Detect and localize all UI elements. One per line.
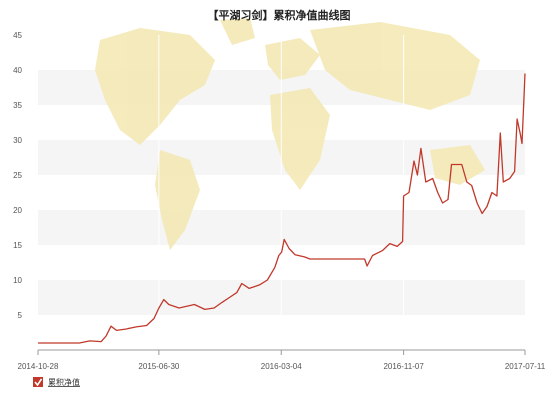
map-greenland (220, 18, 255, 45)
map-africa (270, 88, 330, 190)
x-tick-label: 2016-03-04 (261, 362, 302, 371)
x-tick-label: 2016-11-07 (383, 362, 424, 371)
grid-lines (158, 35, 405, 350)
series-line-cumulative-nav (38, 73, 526, 344)
legend-checkbox[interactable] (33, 377, 43, 387)
check-icon (34, 378, 43, 387)
y-tick-label: 5 (18, 311, 23, 320)
legend-label[interactable]: 累积净值 (48, 377, 80, 387)
map-north-america (95, 28, 215, 145)
map-south-america (155, 150, 200, 250)
y-tick-label: 15 (13, 241, 22, 250)
chart-title: 【平湖习剑】累积净值曲线图 (208, 8, 351, 22)
y-tick-label: 25 (13, 171, 22, 180)
y-tick-label: 45 (13, 31, 22, 40)
x-tick-label: 2017-07-11 (505, 362, 546, 371)
y-axis-ticks: 5 10 15 20 25 30 35 40 45 (13, 31, 22, 320)
x-tick-label: 2015-06-30 (138, 362, 179, 371)
y-tick-label: 30 (13, 136, 22, 145)
x-axis-ticks: 2014-10-28 2015-06-30 2016-03-04 2016-11-07… (18, 350, 546, 371)
y-tick-label: 35 (13, 101, 22, 110)
x-tick-label: 2014-10-28 (18, 362, 59, 371)
y-tick-label: 10 (13, 276, 22, 285)
map-europe (265, 38, 320, 80)
map-asia (310, 22, 480, 110)
y-tick-label: 20 (13, 206, 22, 215)
world-map-watermark (95, 18, 485, 250)
legend[interactable]: 累积净值 (33, 377, 80, 387)
y-tick-label: 40 (13, 66, 22, 75)
